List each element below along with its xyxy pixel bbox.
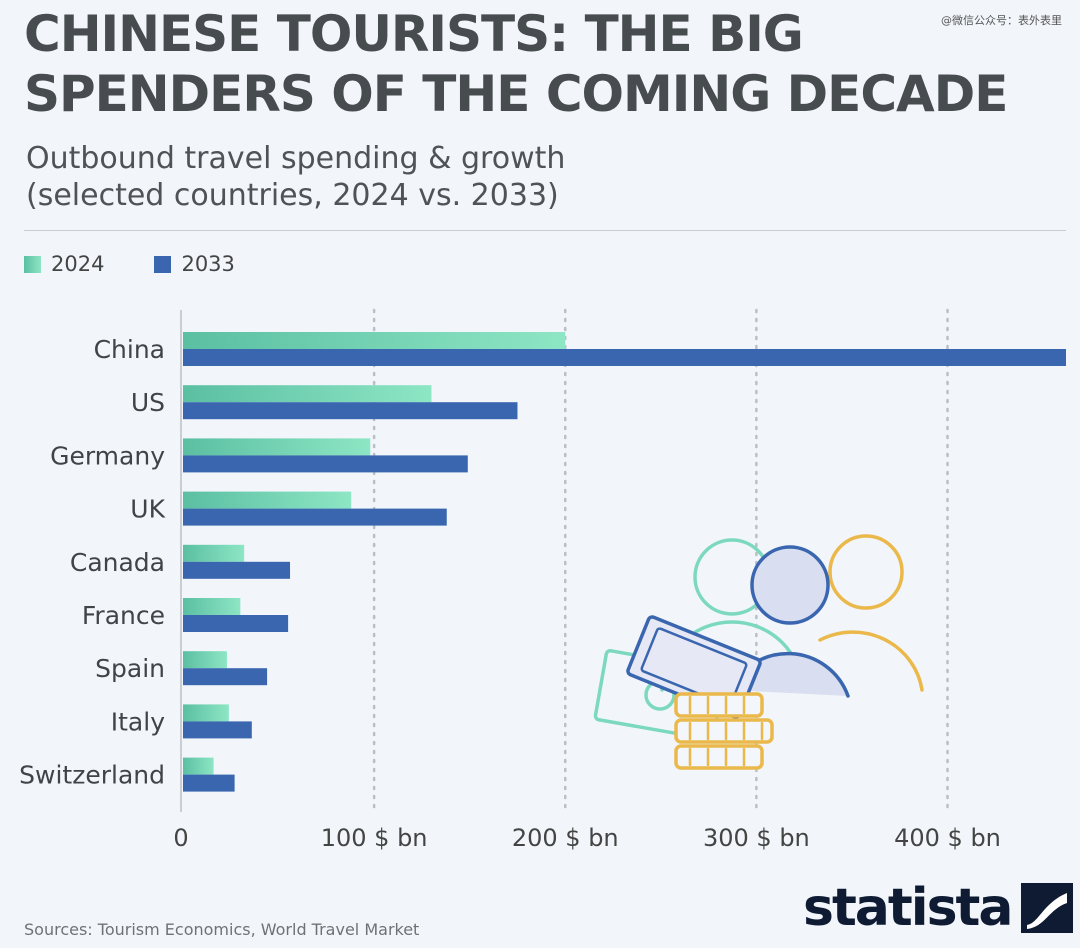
statista-logo: statista <box>803 878 1074 938</box>
category-label: Italy <box>111 707 165 736</box>
category-label: Canada <box>70 548 165 577</box>
legend-item-2024: 2024 <box>24 252 104 276</box>
bar-2024-france <box>183 598 241 615</box>
category-labels: China US Germany UK Canada France Spain Italy Sw… <box>19 335 165 790</box>
legend: 2024 2033 <box>24 252 235 276</box>
category-label: US <box>131 388 165 417</box>
x-tick-label: 400 $ bn <box>894 824 1001 852</box>
bar-2024-switzerland <box>183 757 214 775</box>
bar-2024-spain <box>183 651 227 669</box>
category-label: Switzerland <box>19 761 165 790</box>
x-tick-label: 100 $ bn <box>321 824 428 852</box>
bar-2024-us <box>183 385 432 403</box>
bar-2024-germany <box>183 438 371 456</box>
category-label: France <box>82 601 165 630</box>
category-label: Germany <box>50 441 165 470</box>
bar-2033-canada <box>183 561 291 579</box>
bar-2033-us <box>183 402 518 420</box>
bar-2033-switzerland <box>183 774 235 792</box>
bar-2024-canada <box>183 544 245 562</box>
divider <box>24 230 1066 231</box>
x-tick-label: 200 $ bn <box>512 824 619 852</box>
x-tick-label: 300 $ bn <box>703 824 810 852</box>
legend-swatch-2033 <box>154 255 172 273</box>
logo-text: statista <box>803 878 1013 938</box>
bar-2033-germany <box>183 455 468 473</box>
legend-label-2033: 2033 <box>181 252 235 276</box>
watermark: @微信公众号：表外表里 <box>941 14 1062 27</box>
legend-label-2024: 2024 <box>51 252 105 276</box>
legend-swatch-2024 <box>24 255 41 273</box>
tourists-money-illustration <box>593 534 924 770</box>
bar-2033-italy <box>183 721 252 739</box>
subtitle-line-2: (selected countries, 2024 vs. 2033) <box>26 178 559 213</box>
bar-2024-uk <box>183 491 352 509</box>
legend-item-2033: 2033 <box>154 252 235 276</box>
bar-2033-france <box>183 615 289 632</box>
statista-logo-icon <box>1021 883 1074 933</box>
bar-2033-spain <box>183 668 268 686</box>
bars <box>183 332 1066 792</box>
chart-title: CHINESE TOURISTS: THE BIG SPENDERS OF TH… <box>24 5 1008 123</box>
category-label: UK <box>130 495 165 524</box>
bar-2024-china <box>183 332 566 349</box>
grid-lines <box>372 308 949 814</box>
subtitle-line-1: Outbound travel spending & growth <box>26 141 566 176</box>
source-note: Sources: Tourism Economics, World Travel… <box>24 920 420 939</box>
bar-2033-china <box>183 349 1066 366</box>
x-axis-tick-labels: 0 100 $ bn 200 $ bn 300 $ bn 400 $ bn <box>173 824 1001 852</box>
bar-2024-italy <box>183 704 229 722</box>
category-label: Spain <box>95 654 165 683</box>
chart-subtitle: Outbound travel spending & growth (selec… <box>26 140 926 214</box>
x-tick-label: 0 <box>173 824 188 852</box>
bar-2033-uk <box>183 508 447 526</box>
category-label: China <box>94 335 165 364</box>
